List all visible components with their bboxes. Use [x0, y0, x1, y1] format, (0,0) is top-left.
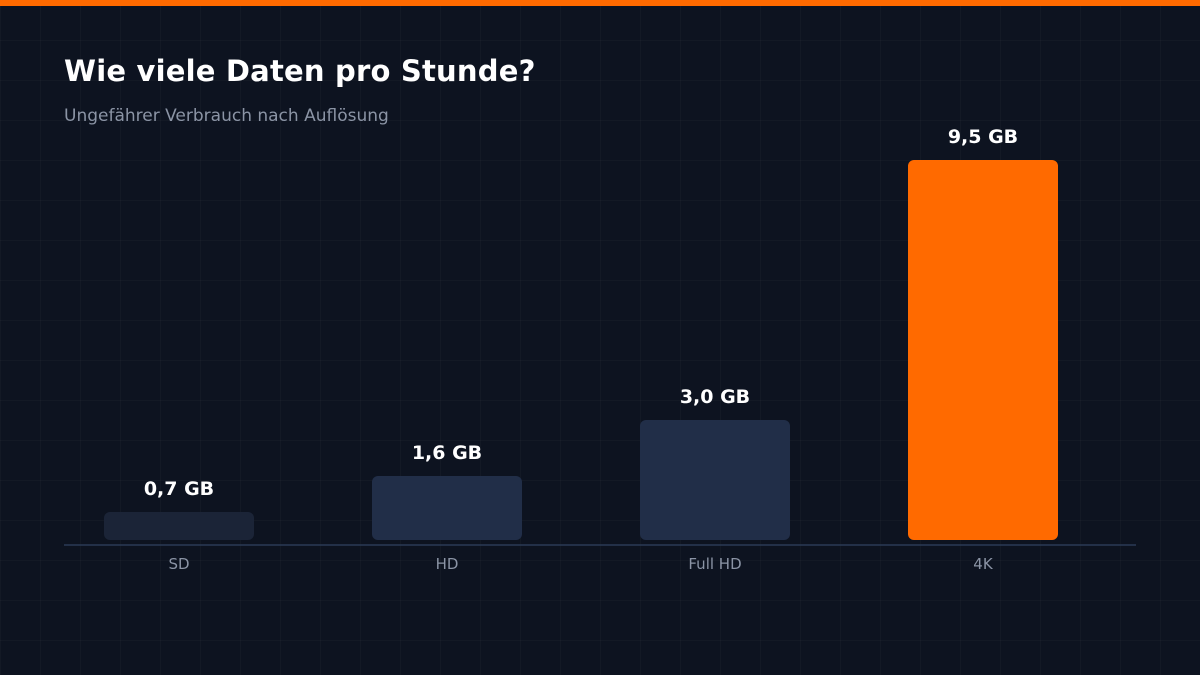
- category-label: SD: [168, 555, 189, 573]
- value-label: 0,7 GB: [144, 478, 214, 500]
- bar-hd: [372, 476, 522, 540]
- accent-top-bar: [0, 0, 1200, 6]
- category-label: HD: [436, 555, 459, 573]
- category-label: Full HD: [688, 555, 741, 573]
- bar-sd: [104, 512, 254, 540]
- value-label: 9,5 GB: [948, 126, 1018, 148]
- bar-full-hd: [640, 420, 790, 540]
- category-label: 4K: [973, 555, 994, 573]
- chart-title: Wie viele Daten pro Stunde?: [64, 54, 536, 88]
- value-label: 3,0 GB: [680, 386, 750, 408]
- value-label: 1,6 GB: [412, 442, 482, 464]
- bar-4k: [908, 160, 1058, 540]
- chart-subtitle: Ungefährer Verbrauch nach Auflösung: [64, 106, 389, 126]
